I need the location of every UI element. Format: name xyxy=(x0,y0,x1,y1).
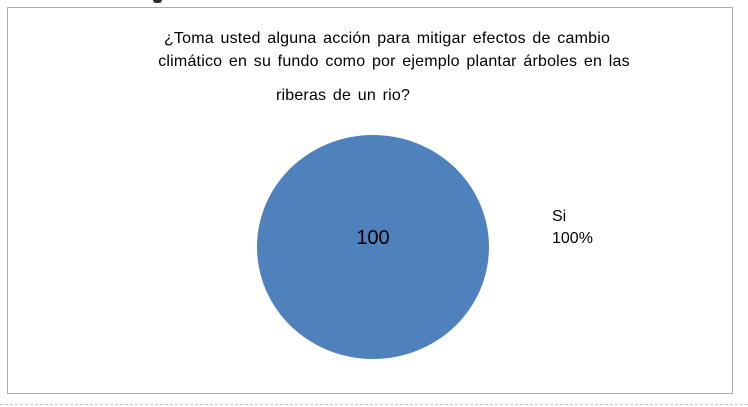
cropped-text-artifact xyxy=(153,0,162,3)
pie-slice-value-label: 100 xyxy=(356,227,390,249)
pie-slice-si xyxy=(257,135,489,359)
pie-data-label-name: Si xyxy=(552,208,567,225)
chart-title-line-1: ¿Toma usted alguna acción para mitigar e… xyxy=(163,30,611,47)
chart-title-line-3: riberas de un rio? xyxy=(275,87,411,104)
pie-data-label: Si 100% xyxy=(552,206,593,250)
page-bottom-dashed-divider xyxy=(0,404,748,405)
chart-title-line-2: climático en su fundo como por ejemplo p… xyxy=(158,53,630,70)
pie-data-label-percent: 100% xyxy=(552,230,593,247)
